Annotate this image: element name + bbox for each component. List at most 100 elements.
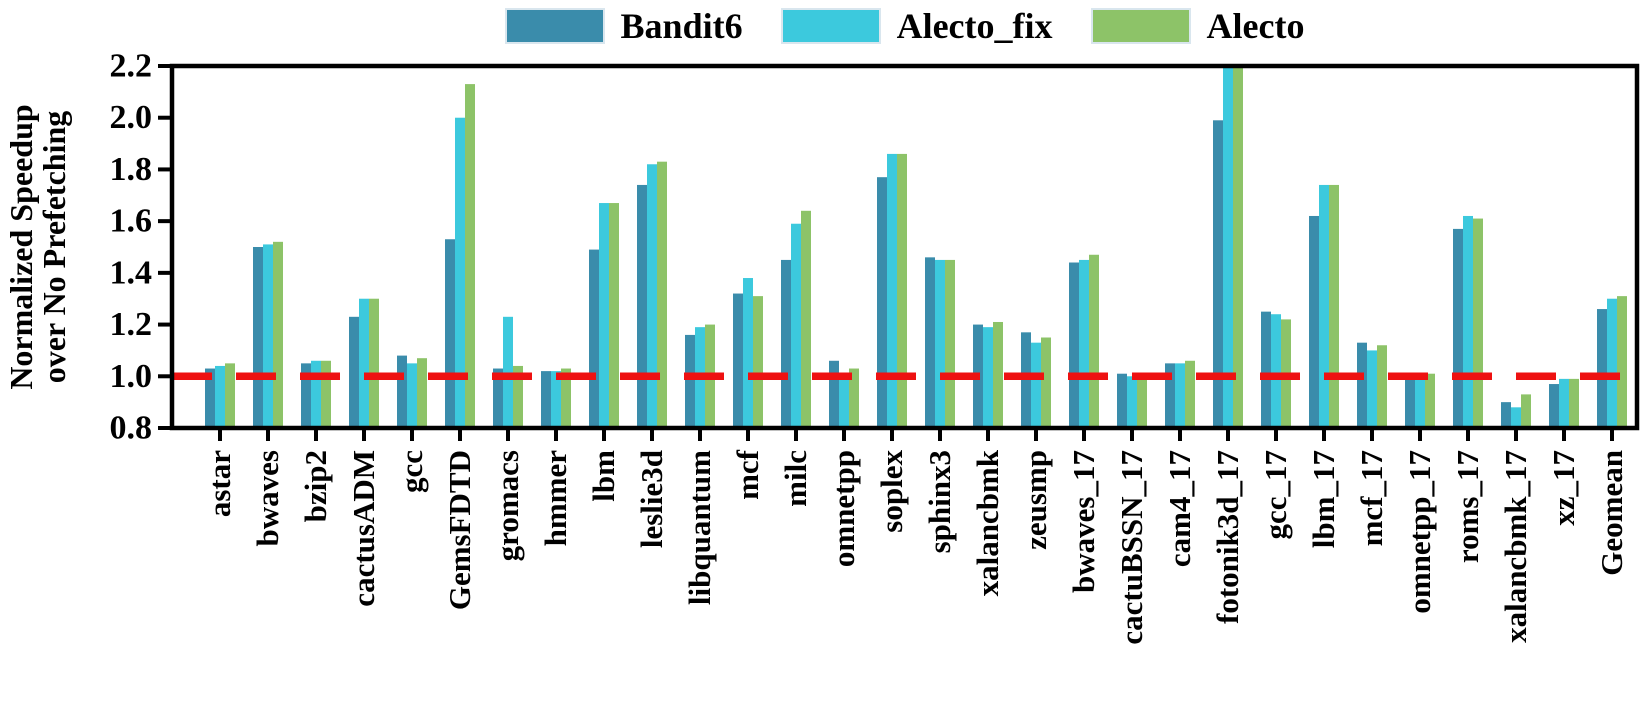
bar-Alecto-soplex [897,153,907,428]
bar-Alecto-zeusmp [1041,337,1051,428]
bar-Alecto_fix-lbm [599,203,609,428]
bar-Bandit6-libquantum [685,334,695,428]
bar-Alecto-lbm_17 [1329,184,1339,428]
x-category-label-lbm: lbm [586,450,621,502]
bar-Bandit6-bwaves_17 [1069,262,1079,428]
bar-Bandit6-omnetpp_17 [1405,373,1415,428]
y-tick-label: 1.6 [110,203,153,240]
bar-Bandit6-leslie3d [637,184,647,428]
chart-legend: Bandit6 Alecto_fix Alecto [172,0,1637,52]
bar-Alecto_fix-gcc_17 [1271,314,1281,428]
x-category-label-xz_17: xz_17 [1546,450,1581,526]
x-category-label-bwaves_17: bwaves_17 [1066,450,1101,593]
x-category-label-soplex: soplex [874,450,909,533]
x-category-label-roms_17: roms_17 [1450,450,1485,563]
bar-Bandit6-gcc_17 [1261,311,1271,428]
bar-Alecto_fix-cam4_17 [1175,363,1185,428]
bar-Alecto-roms_17 [1473,218,1483,428]
y-tick-label: 2.2 [110,48,153,85]
bar-Alecto-omnetpp_17 [1425,373,1435,428]
bar-Alecto-astar [225,363,235,428]
bar-Alecto_fix-xalancbmk_17 [1511,407,1521,428]
x-category-label-gcc: gcc [394,450,429,493]
legend-label-bandit6: Bandit6 [620,6,743,46]
y-tick-label: 0.8 [110,410,153,447]
bar-Bandit6-bzip2 [301,363,311,428]
bar-Alecto_fix-omnetpp_17 [1415,378,1425,428]
y-axis-label-line1: Normalized Speedup [3,104,39,389]
bar-Bandit6-xz_17 [1549,384,1559,428]
bar-Alecto_fix-cactusADM [359,298,369,428]
bar-Bandit6-zeusmp [1021,332,1031,428]
bar-Alecto-xalancbmk_17 [1521,394,1531,428]
bar-Alecto-mcf_17 [1377,345,1387,428]
bar-Bandit6-fotonik3d_17 [1213,120,1223,429]
legend-swatch-bandit6 [504,8,605,44]
x-category-label-cactusADM: cactusADM [346,450,381,607]
bar-Alecto_fix-soplex [887,153,897,428]
bar-Alecto-hmmer [561,368,571,428]
x-category-label-fotonik3d_17: fotonik3d_17 [1210,450,1245,624]
bar-Alecto-GemsFDTD [465,84,475,428]
bar-Alecto-leslie3d [657,161,667,428]
x-category-label-lbm_17: lbm_17 [1306,450,1341,548]
bar-Bandit6-gromacs [493,368,503,428]
x-category-label-gromacs: gromacs [490,450,525,561]
bar-Alecto_fix-Geomean [1607,298,1617,428]
bar-Alecto_fix-lbm_17 [1319,184,1329,428]
y-tick-label: 1.0 [110,358,153,395]
x-category-label-Geomean: Geomean [1594,450,1629,576]
x-category-label-astar: astar [202,450,237,517]
bar-Alecto-sphinx3 [945,259,955,428]
bar-Alecto-omnetpp [849,368,859,428]
bar-Bandit6-hmmer [541,371,551,428]
bar-Alecto_fix-bzip2 [311,360,321,428]
plot-spines [169,63,1640,431]
x-category-label-mcf: mcf [730,449,765,500]
bar-Bandit6-gcc [397,355,407,428]
bar-Alecto-gcc [417,358,427,428]
bar-Alecto_fix-hmmer [551,371,561,428]
legend-swatch-alecto-fix [780,8,881,44]
bar-Bandit6-sphinx3 [925,257,935,428]
x-category-label-omnetpp_17: omnetpp_17 [1402,450,1437,614]
x-category-label-libquantum: libquantum [682,450,717,605]
x-category-label-gcc_17: gcc_17 [1258,450,1293,540]
bar-Alecto_fix-bwaves_17 [1079,259,1089,428]
bar-Bandit6-lbm [589,249,599,428]
y-tick-label: 1.8 [110,151,153,188]
bar-Bandit6-GemsFDTD [445,239,455,428]
bar-Alecto_fix-gcc [407,363,417,428]
x-category-label-omnetpp: omnetpp [826,450,861,567]
bar-Bandit6-mcf [733,293,743,428]
bar-Alecto_fix-xalancbmk [983,327,993,428]
legend-item-bandit6: Bandit6 [504,6,743,46]
x-category-label-leslie3d: leslie3d [634,450,669,548]
bar-Alecto_fix-bwaves [263,244,273,428]
bar-Bandit6-cactusADM [349,316,359,428]
legend-swatch-alecto [1090,8,1191,44]
bar-Alecto-lbm [609,203,619,428]
bar-Alecto_fix-mcf_17 [1367,350,1377,428]
bar-Alecto-milc [801,210,811,428]
x-category-label-hmmer: hmmer [538,450,573,547]
bar-Alecto_fix-xz_17 [1559,378,1569,428]
bar-Bandit6-omnetpp [829,360,839,428]
x-category-label-xalancbmk_17: xalancbmk_17 [1498,450,1533,643]
bar-Bandit6-xalancbmk_17 [1501,402,1511,428]
bar-Alecto-gromacs [513,365,523,428]
bar-Bandit6-milc [781,259,791,428]
x-category-label-bwaves: bwaves [250,450,285,546]
x-category-label-cam4_17: cam4_17 [1162,450,1197,567]
bar-Alecto-xalancbmk [993,321,1003,428]
bar-Alecto_fix-fotonik3d_17 [1223,66,1233,428]
legend-label-alecto: Alecto [1206,6,1305,46]
bar-Alecto-bzip2 [321,360,331,428]
legend-item-alecto: Alecto [1090,6,1305,46]
bar-Alecto-xz_17 [1569,378,1579,428]
bar-Alecto-cam4_17 [1185,360,1195,428]
y-tick-label: 2.0 [110,99,153,136]
bar-Alecto_fix-sphinx3 [935,259,945,428]
